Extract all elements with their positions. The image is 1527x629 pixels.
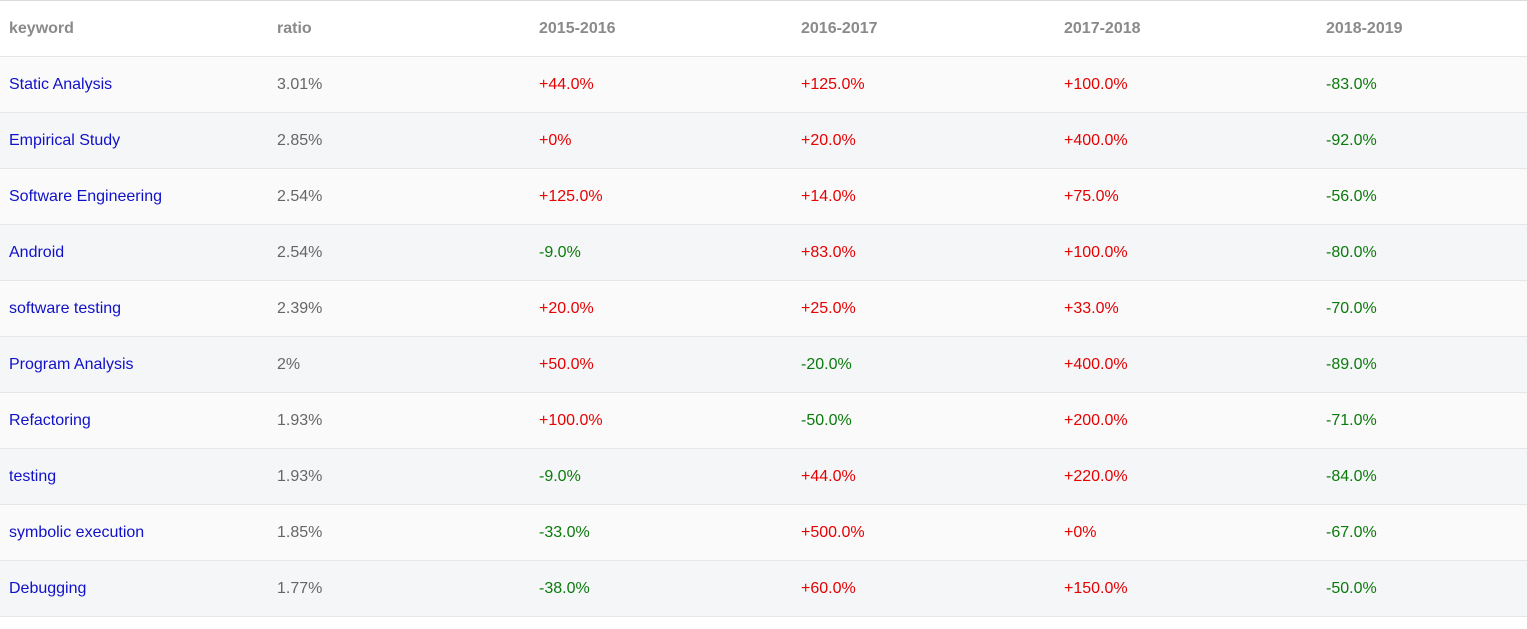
change-cell-2016-2017: +60.0%: [792, 560, 1055, 617]
change-cell-2018-2019: -56.0%: [1317, 168, 1527, 225]
keyword-link[interactable]: software testing: [9, 299, 122, 317]
table-row: Software Engineering 2.54% +125.0% +14.0% +7…: [0, 168, 1527, 225]
change-cell-2018-2019: -84.0%: [1317, 448, 1527, 505]
change-cell-2018-2019: -80.0%: [1317, 224, 1527, 281]
change-cell-2017-2018: +75.0%: [1055, 168, 1317, 225]
keyword-link[interactable]: testing: [9, 467, 57, 485]
keyword-cell: Debugging: [0, 560, 268, 617]
ratio-cell: 2.54%: [268, 224, 530, 281]
table-row: Empirical Study 2.85% +0% +20.0% +400.0% -92.…: [0, 112, 1527, 169]
ratio-cell: 2.39%: [268, 280, 530, 337]
keyword-link[interactable]: Software Engineering: [9, 187, 162, 205]
ratio-cell: 1.85%: [268, 504, 530, 561]
table-row: software testing 2.39% +20.0% +25.0% +33.0% -…: [0, 280, 1527, 337]
keyword-cell: Refactoring: [0, 392, 268, 449]
keyword-cell: Software Engineering: [0, 168, 268, 225]
change-cell-2017-2018: +150.0%: [1055, 560, 1317, 617]
table-row: Program Analysis 2% +50.0% -20.0% +400.0% -89…: [0, 336, 1527, 393]
change-cell-2018-2019: -71.0%: [1317, 392, 1527, 449]
change-cell-2016-2017: +14.0%: [792, 168, 1055, 225]
header-ratio: ratio: [268, 1, 530, 57]
change-cell-2016-2017: +25.0%: [792, 280, 1055, 337]
keyword-cell: software testing: [0, 280, 268, 337]
keyword-cell: Static Analysis: [0, 56, 268, 113]
change-cell-2018-2019: -50.0%: [1317, 560, 1527, 617]
table-row: Static Analysis 3.01% +44.0% +125.0% +100.0%…: [0, 56, 1527, 113]
keyword-link[interactable]: Empirical Study: [9, 131, 121, 149]
ratio-cell: 2%: [268, 336, 530, 393]
change-cell-2015-2016: +50.0%: [530, 336, 792, 393]
change-cell-2018-2019: -92.0%: [1317, 112, 1527, 169]
change-cell-2018-2019: -67.0%: [1317, 504, 1527, 561]
header-2018-2019: 2018-2019: [1317, 1, 1527, 57]
change-cell-2016-2017: +500.0%: [792, 504, 1055, 561]
ratio-cell: 1.93%: [268, 448, 530, 505]
change-cell-2016-2017: +44.0%: [792, 448, 1055, 505]
ratio-cell: 2.85%: [268, 112, 530, 169]
change-cell-2016-2017: +83.0%: [792, 224, 1055, 281]
change-cell-2015-2016: -33.0%: [530, 504, 792, 561]
table-row: symbolic execution 1.85% -33.0% +500.0% +0% -…: [0, 504, 1527, 561]
keyword-link[interactable]: Program Analysis: [9, 355, 134, 373]
change-cell-2017-2018: +400.0%: [1055, 336, 1317, 393]
change-cell-2016-2017: +20.0%: [792, 112, 1055, 169]
change-cell-2015-2016: -9.0%: [530, 224, 792, 281]
change-cell-2015-2016: +0%: [530, 112, 792, 169]
table-body: Static Analysis 3.01% +44.0% +125.0% +100.0%…: [0, 56, 1527, 617]
change-cell-2017-2018: +100.0%: [1055, 56, 1317, 113]
change-cell-2017-2018: +33.0%: [1055, 280, 1317, 337]
keyword-link[interactable]: Refactoring: [9, 411, 91, 429]
keyword-trend-table: keyword ratio 2015-2016 2016-2017 2017-2…: [0, 1, 1527, 617]
ratio-cell: 1.77%: [268, 560, 530, 617]
table-row: Refactoring 1.93% +100.0% -50.0% +200.0% -71.…: [0, 392, 1527, 449]
change-cell-2016-2017: +125.0%: [792, 56, 1055, 113]
keyword-link[interactable]: Android: [9, 243, 65, 261]
table-row: testing 1.93% -9.0% +44.0% +220.0% -84.0%: [0, 448, 1527, 505]
change-cell-2017-2018: +220.0%: [1055, 448, 1317, 505]
change-cell-2017-2018: +100.0%: [1055, 224, 1317, 281]
change-cell-2015-2016: +125.0%: [530, 168, 792, 225]
keyword-cell: testing: [0, 448, 268, 505]
ratio-cell: 2.54%: [268, 168, 530, 225]
header-row: keyword ratio 2015-2016 2016-2017 2017-2…: [0, 1, 1527, 57]
change-cell-2015-2016: -38.0%: [530, 560, 792, 617]
table-row: Android 2.54% -9.0% +83.0% +100.0% -80.0%: [0, 224, 1527, 281]
header-keyword: keyword: [0, 1, 268, 57]
change-cell-2017-2018: +0%: [1055, 504, 1317, 561]
change-cell-2015-2016: +20.0%: [530, 280, 792, 337]
keyword-link[interactable]: symbolic execution: [9, 523, 145, 541]
change-cell-2016-2017: -50.0%: [792, 392, 1055, 449]
change-cell-2015-2016: +44.0%: [530, 56, 792, 113]
table-header: keyword ratio 2015-2016 2016-2017 2017-2…: [0, 1, 1527, 57]
change-cell-2016-2017: -20.0%: [792, 336, 1055, 393]
change-cell-2018-2019: -89.0%: [1317, 336, 1527, 393]
keyword-cell: Empirical Study: [0, 112, 268, 169]
header-2017-2018: 2017-2018: [1055, 1, 1317, 57]
change-cell-2015-2016: +100.0%: [530, 392, 792, 449]
keyword-cell: Program Analysis: [0, 336, 268, 393]
header-2016-2017: 2016-2017: [792, 1, 1055, 57]
keyword-cell: Android: [0, 224, 268, 281]
change-cell-2018-2019: -70.0%: [1317, 280, 1527, 337]
header-2015-2016: 2015-2016: [530, 1, 792, 57]
keyword-link[interactable]: Debugging: [9, 579, 87, 597]
keyword-link[interactable]: Static Analysis: [9, 75, 113, 93]
ratio-cell: 3.01%: [268, 56, 530, 113]
keyword-cell: symbolic execution: [0, 504, 268, 561]
change-cell-2018-2019: -83.0%: [1317, 56, 1527, 113]
table-row: Debugging 1.77% -38.0% +60.0% +150.0% -50.0%: [0, 560, 1527, 617]
change-cell-2017-2018: +200.0%: [1055, 392, 1317, 449]
ratio-cell: 1.93%: [268, 392, 530, 449]
change-cell-2015-2016: -9.0%: [530, 448, 792, 505]
change-cell-2017-2018: +400.0%: [1055, 112, 1317, 169]
